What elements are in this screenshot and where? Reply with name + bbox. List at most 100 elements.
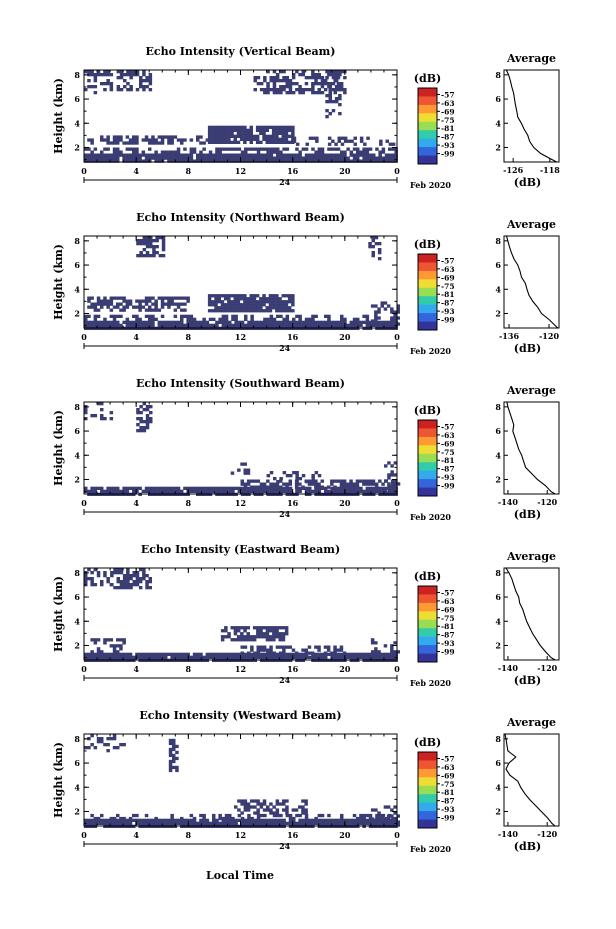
echo-cell <box>129 76 133 80</box>
echo-cell <box>109 489 114 493</box>
echo-cell <box>237 808 241 812</box>
echo-cell <box>122 141 126 145</box>
echo-cell <box>307 76 312 80</box>
echo-cell <box>164 655 168 659</box>
echo-cell <box>175 765 179 770</box>
echo-cell <box>388 156 392 160</box>
echo-cell <box>256 808 260 812</box>
echo-cell <box>276 480 280 484</box>
echo-cell <box>142 85 146 89</box>
x-tick-label: 16 <box>287 332 299 342</box>
echo-cell <box>192 489 197 493</box>
echo-cell <box>314 482 318 486</box>
echo-cell <box>379 139 383 143</box>
echo-cell <box>199 489 203 493</box>
echo-cell <box>236 629 241 633</box>
echo-cell <box>308 136 313 140</box>
echo-cell <box>220 300 225 304</box>
echo-cell <box>223 294 228 298</box>
echo-cell <box>308 156 312 160</box>
echo-cell <box>377 248 382 252</box>
echo-cell <box>281 309 285 313</box>
echo-cell <box>378 816 382 821</box>
echo-cell <box>281 635 286 639</box>
echo-cell <box>240 486 245 490</box>
echo-cell <box>298 477 303 481</box>
echo-cell <box>218 816 222 821</box>
echo-cell <box>330 147 334 151</box>
panel-3: Echo Intensity (Southward Beam)0 4 8 12 16 20… <box>52 377 560 522</box>
echo-cell <box>116 813 120 818</box>
echo-cell <box>324 486 328 490</box>
echo-cell <box>338 85 342 89</box>
echo-cell <box>323 82 328 86</box>
echo-cell <box>186 299 190 303</box>
echo-cell <box>259 303 263 307</box>
echo-cell <box>96 647 101 651</box>
echo-cell <box>87 79 91 83</box>
echo-cell <box>234 314 238 318</box>
echo-cell <box>236 309 241 313</box>
echo-cell <box>90 302 94 306</box>
echo-cell <box>352 818 357 822</box>
echo-cell <box>365 320 370 324</box>
echo-cell <box>292 320 296 324</box>
echo-cell <box>240 802 244 806</box>
echo-cell <box>256 799 260 803</box>
echo-cell <box>301 821 306 825</box>
echo-cell <box>386 653 391 657</box>
echo-cell <box>103 571 107 575</box>
echo-cell <box>285 323 290 327</box>
echo-cell <box>180 317 184 321</box>
echo-cell <box>141 323 146 327</box>
echo-cell <box>314 485 318 489</box>
colorbar-segment <box>418 96 437 106</box>
echo-cell <box>189 138 194 142</box>
echo-cell <box>202 153 206 157</box>
echo-cell <box>328 112 332 116</box>
echo-cell <box>135 70 140 74</box>
echo-cell <box>84 411 88 415</box>
echo-cell <box>109 417 114 421</box>
echo-cell <box>125 486 130 490</box>
echo-cell <box>214 297 218 301</box>
echo-cell <box>375 818 379 822</box>
panel-title: Echo Intensity (Southward Beam) <box>136 377 345 390</box>
echo-cell <box>180 138 184 142</box>
echo-cell <box>338 73 342 77</box>
echo-cell <box>234 821 238 825</box>
y-tick-label: 8 <box>74 402 80 412</box>
echo-cell <box>84 314 88 318</box>
echo-cell <box>125 302 130 306</box>
echo-cell <box>384 156 389 160</box>
echo-cell <box>282 70 286 74</box>
echo-cell <box>144 821 149 825</box>
echo-cell <box>375 816 379 821</box>
echo-cell <box>228 655 232 659</box>
echo-cell <box>164 489 168 493</box>
echo-cell <box>378 486 382 490</box>
echo-cell <box>372 655 376 659</box>
echo-cell <box>393 817 397 821</box>
echo-cell <box>132 141 136 145</box>
echo-cell <box>167 305 171 309</box>
echo-cell <box>161 245 166 249</box>
average-profile-line <box>505 69 557 163</box>
echo-cell <box>269 150 274 154</box>
echo-cell <box>144 153 149 157</box>
echo-cell <box>237 489 242 493</box>
echo-cell <box>325 109 329 113</box>
echo-cell <box>317 489 322 493</box>
echo-cell <box>352 655 357 659</box>
echo-cell <box>116 323 120 327</box>
echo-cell <box>265 632 270 636</box>
echo-cell <box>167 323 171 327</box>
echo-cell <box>176 486 181 490</box>
echo-cell <box>126 73 130 77</box>
echo-cell <box>320 82 325 86</box>
echo-cell <box>189 314 194 318</box>
echo-cell <box>250 479 254 483</box>
echo-cell <box>180 818 184 822</box>
echo-cell <box>272 85 277 89</box>
echo-cell <box>393 820 397 824</box>
